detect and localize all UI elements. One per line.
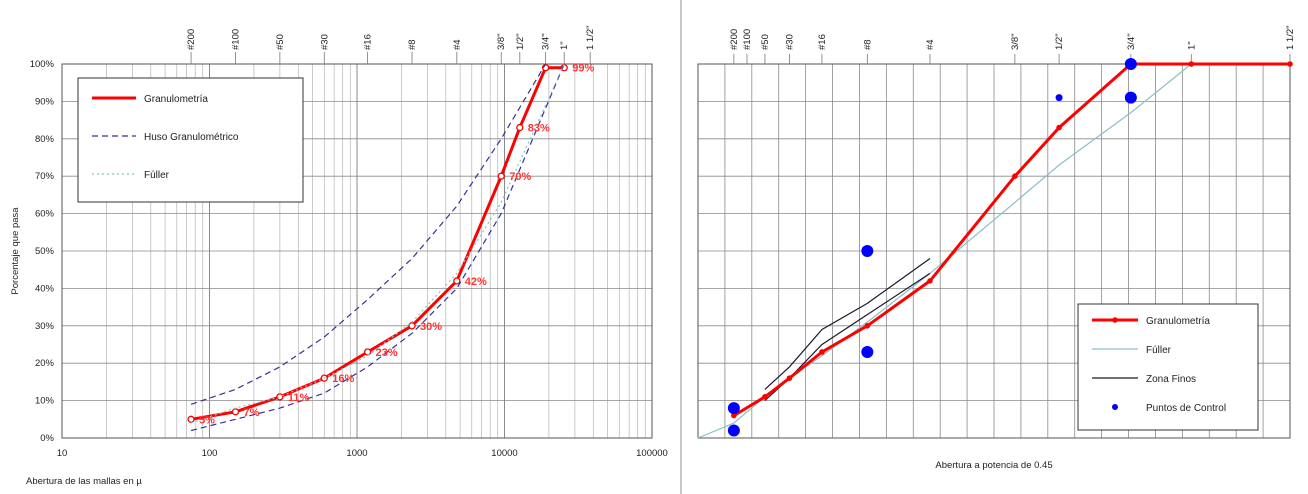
data-point <box>1056 124 1062 131</box>
data-point <box>1287 61 1293 67</box>
data-label: 99% <box>572 63 594 75</box>
data-point <box>927 278 933 284</box>
y-tick-label: 90% <box>35 96 55 107</box>
series-line-huso-granulom-trico <box>190 63 565 432</box>
legend-label: Granulometría <box>1146 316 1210 327</box>
legend: Granulometría Huso Granulométrico Fúller <box>77 77 304 203</box>
data-point <box>408 322 416 330</box>
y-tick-label: 80% <box>35 134 55 145</box>
data-label: 42% <box>465 276 487 288</box>
legend-label: Fúller <box>1146 345 1172 356</box>
sieve-label: #8 <box>407 39 418 50</box>
legend-label: Puntos de Control <box>1146 403 1226 414</box>
y-axis-label: Porcentaje que pasa <box>10 207 21 295</box>
panel-divider <box>680 0 682 494</box>
sieve-label: 1" <box>1186 41 1197 50</box>
sieve-label: #16 <box>817 34 828 50</box>
data-point <box>453 277 461 285</box>
data-point <box>231 408 240 416</box>
legend-swatch-marker <box>1112 317 1118 323</box>
plot-frame <box>697 63 1291 439</box>
data-point <box>497 172 505 180</box>
data-label: 70% <box>509 171 531 183</box>
legend-label: Huso Granulométrico <box>144 132 239 143</box>
data-point <box>819 349 825 355</box>
sieve-label: #8 <box>862 39 873 50</box>
control-point <box>727 402 740 415</box>
sieve-label: 1/2" <box>515 33 526 50</box>
sieve-label: 3/8" <box>1010 33 1021 50</box>
x-tick-label: 100 <box>202 448 218 459</box>
sieve-label: 3/8" <box>496 33 507 50</box>
y-tick-label: 40% <box>35 283 55 294</box>
series-line-f-ller <box>697 63 1192 439</box>
control-point <box>1124 58 1137 70</box>
data-label: 30% <box>420 321 442 333</box>
sieve-label: 3/4" <box>541 33 552 50</box>
data-point <box>276 393 284 401</box>
x-tick-label: 10 <box>57 448 68 459</box>
control-point <box>1124 91 1137 104</box>
x-tick-label: 10000 <box>491 448 517 459</box>
control-point <box>727 424 740 437</box>
sieve-label: 3/4" <box>1126 33 1137 50</box>
sieve-label: #30 <box>319 34 330 50</box>
sieve-label: #50 <box>275 34 286 50</box>
series-line-huso-granulom-trico <box>190 63 547 405</box>
data-point <box>731 412 737 419</box>
y-tick-label: 100% <box>30 59 55 70</box>
sieve-label: #200 <box>186 29 197 50</box>
control-point <box>1055 94 1063 102</box>
control-point <box>861 245 874 257</box>
y-tick-label: 30% <box>35 321 55 332</box>
gradation-chart-power045: #200 #100 #50 #30 #16 #8 #4 3/8" 1/2" 3/4" 1" 1 1/2… <box>697 25 1296 471</box>
legend-swatch <box>1112 404 1118 410</box>
data-point <box>516 123 524 132</box>
x-axis-label: Abertura de las mallas en µ <box>26 476 142 487</box>
series-line-zona-finos <box>764 258 931 390</box>
x-axis-label: Abertura a potencia de 0.45 <box>935 460 1052 471</box>
sieve-label: 1" <box>559 41 570 50</box>
sieve-label: 1 1/2" <box>585 25 596 50</box>
plot-frame <box>61 63 653 439</box>
data-label: 7% <box>243 407 259 419</box>
data-point <box>363 348 372 356</box>
sieve-label: #30 <box>784 34 795 50</box>
data-label: 5% <box>199 414 215 426</box>
gradation-chart-log: #200 #100 #50 #30 #16 #8 #4 3/8" 1/2" 3/4" 1" 1 1/2… <box>10 25 668 487</box>
sieve-label: 1/2" <box>1054 33 1065 50</box>
sieve-label: #100 <box>742 29 753 50</box>
y-tick-label: 70% <box>35 171 55 182</box>
data-point <box>762 394 768 400</box>
x-tick-label: 1000 <box>346 448 367 459</box>
x-tick-label: 100000 <box>636 448 668 459</box>
sieve-label: 1 1/2" <box>1285 25 1296 50</box>
data-point <box>786 375 793 381</box>
control-point <box>861 345 874 358</box>
data-label: 83% <box>528 123 550 135</box>
legend-label: Fúller <box>144 170 170 181</box>
legend: Granulometría Fúller Zona Finos Puntos de C… <box>1077 303 1259 431</box>
sieve-label: #100 <box>230 29 241 50</box>
y-tick-label: 0% <box>40 433 54 444</box>
data-point <box>187 415 195 423</box>
y-tick-label: 20% <box>35 358 55 369</box>
data-label: 23% <box>376 347 398 359</box>
y-tick-label: 10% <box>35 396 55 407</box>
data-label: 11% <box>288 392 310 404</box>
sieve-label: #200 <box>729 29 740 50</box>
sieve-label: #4 <box>452 39 463 50</box>
y-tick-label: 60% <box>35 209 55 220</box>
legend-box <box>1077 303 1259 431</box>
legend-label: Granulometría <box>144 94 208 105</box>
y-tick-label: 50% <box>35 246 55 257</box>
legend-label: Zona Finos <box>1146 374 1196 385</box>
data-point <box>864 323 871 329</box>
sieve-label: #16 <box>363 34 374 50</box>
data-label: 16% <box>332 373 354 385</box>
data-point <box>1188 61 1195 67</box>
sieve-label: #50 <box>760 34 771 50</box>
data-point <box>1012 173 1018 179</box>
sieve-label: #4 <box>925 39 936 50</box>
